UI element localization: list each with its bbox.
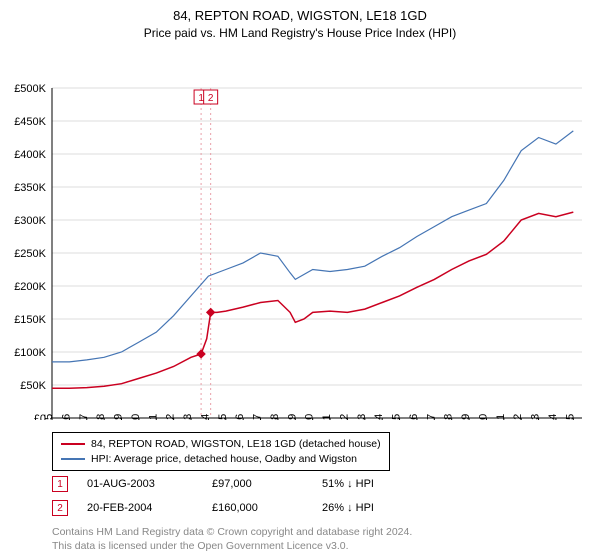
x-tick-label: 2020: [477, 414, 489, 420]
sale-row-date: 01-AUG-2003: [87, 478, 212, 490]
x-tick-label: 1999: [113, 414, 125, 420]
x-tick-label: 2018: [443, 414, 455, 420]
y-tick-label: £150K: [14, 314, 46, 326]
y-tick-label: £500K: [14, 83, 46, 95]
license-line2: This data is licensed under the Open Gov…: [52, 540, 412, 554]
sale-row-id: 1: [52, 476, 68, 492]
x-tick-label: 2025: [564, 414, 576, 420]
legend-swatch: [61, 458, 85, 460]
y-tick-label: £300K: [14, 215, 46, 227]
x-tick-label: 2012: [338, 414, 350, 420]
x-tick-label: 2010: [304, 414, 316, 420]
license-text: Contains HM Land Registry data © Crown c…: [52, 526, 412, 553]
legend: 84, REPTON ROAD, WIGSTON, LE18 1GD (deta…: [52, 432, 390, 471]
x-tick-label: 2001: [147, 414, 159, 420]
x-tick-label: 1995: [43, 414, 55, 420]
chart-plot: £0£50K£100K£150K£200K£250K£300K£350K£400…: [0, 40, 600, 420]
x-tick-label: 2002: [165, 414, 177, 420]
chart-title-address: 84, REPTON ROAD, WIGSTON, LE18 1GD: [0, 8, 600, 23]
legend-swatch: [61, 443, 85, 445]
legend-label: 84, REPTON ROAD, WIGSTON, LE18 1GD (deta…: [91, 437, 381, 452]
x-tick-label: 2008: [269, 414, 281, 420]
x-tick-label: 2022: [512, 414, 524, 420]
sale-row-pct: 51% ↓ HPI: [322, 478, 374, 490]
y-tick-label: £100K: [14, 347, 46, 359]
license-line1: Contains HM Land Registry data © Crown c…: [52, 526, 412, 540]
x-tick-label: 1997: [78, 414, 90, 420]
chart-title-desc: Price paid vs. HM Land Registry's House …: [0, 26, 600, 40]
x-tick-label: 2014: [373, 414, 385, 420]
x-tick-label: 2013: [356, 414, 368, 420]
x-tick-label: 2005: [217, 414, 229, 420]
x-tick-label: 2011: [321, 414, 333, 420]
x-tick-label: 2007: [252, 414, 264, 420]
x-tick-label: 2009: [286, 414, 298, 420]
y-tick-label: £350K: [14, 182, 46, 194]
x-tick-label: 1998: [95, 414, 107, 420]
legend-label: HPI: Average price, detached house, Oadb…: [91, 452, 357, 467]
x-tick-label: 1996: [60, 414, 72, 420]
x-tick-label: 2024: [547, 414, 559, 420]
legend-item: HPI: Average price, detached house, Oadb…: [61, 452, 381, 467]
x-tick-label: 2015: [391, 414, 403, 420]
x-tick-label: 2019: [460, 414, 472, 420]
y-tick-label: £200K: [14, 281, 46, 293]
x-tick-label: 2017: [425, 414, 437, 420]
sale-row: 2 20-FEB-2004£160,00026% ↓ HPI: [52, 500, 374, 516]
x-tick-label: 2021: [495, 414, 507, 420]
x-tick-label: 2006: [234, 414, 246, 420]
title-block: 84, REPTON ROAD, WIGSTON, LE18 1GD Price…: [0, 0, 600, 40]
y-tick-label: £50K: [20, 380, 46, 392]
y-tick-label: £250K: [14, 248, 46, 260]
x-tick-label: 2003: [182, 414, 194, 420]
x-tick-label: 2000: [130, 414, 142, 420]
y-tick-label: £400K: [14, 149, 46, 161]
sale-row-id: 2: [52, 500, 68, 516]
y-tick-label: £450K: [14, 116, 46, 128]
sale-row-price: £160,000: [212, 502, 322, 514]
sale-marker-id: 2: [208, 93, 214, 104]
sale-row: 1 01-AUG-2003£97,00051% ↓ HPI: [52, 476, 374, 492]
chart-container: 84, REPTON ROAD, WIGSTON, LE18 1GD Price…: [0, 0, 600, 560]
x-tick-label: 2023: [530, 414, 542, 420]
sale-row-date: 20-FEB-2004: [87, 502, 212, 514]
sale-row-pct: 26% ↓ HPI: [322, 502, 374, 514]
legend-item: 84, REPTON ROAD, WIGSTON, LE18 1GD (deta…: [61, 437, 381, 452]
sale-row-price: £97,000: [212, 478, 322, 490]
x-tick-label: 2016: [408, 414, 420, 420]
